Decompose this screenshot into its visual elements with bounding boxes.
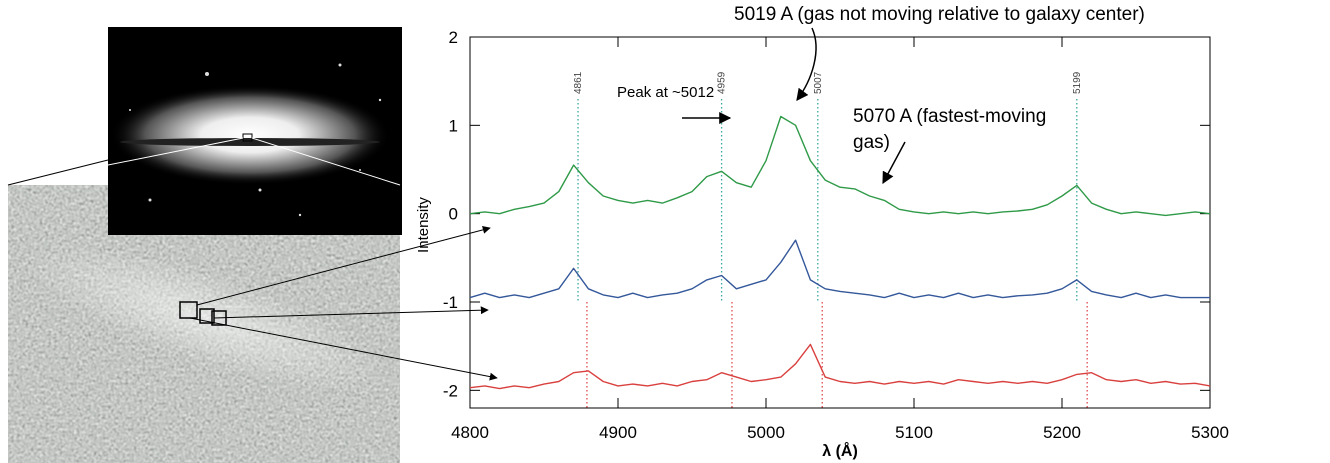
zoom-line bbox=[7, 137, 244, 186]
y-axis-label: Intensity bbox=[415, 197, 432, 253]
y-tick-label: -2 bbox=[443, 381, 458, 400]
x-tick-label: 5000 bbox=[747, 423, 785, 442]
zoom-line bbox=[251, 137, 401, 186]
x-tick-label: 5300 bbox=[1191, 423, 1229, 442]
x-tick-label: 5200 bbox=[1043, 423, 1081, 442]
galaxy-bulge bbox=[110, 85, 390, 185]
annotation: 5070 A (fastest-moving gas) bbox=[853, 106, 1047, 153]
region-box bbox=[179, 301, 198, 319]
y-tick-label: 1 bbox=[449, 116, 458, 135]
annotation: 5019 A (gas not moving relative to galax… bbox=[734, 4, 1145, 25]
stars bbox=[129, 63, 382, 217]
zoom-line bbox=[7, 159, 109, 186]
annotation-box: 5070 A (fastest-moving gas) bbox=[853, 106, 1047, 153]
plot: 4800 4900 5000 5100 5200 5300 -2 -1 0 1 2 4861 4959 5… bbox=[443, 28, 1229, 442]
annotation-arrow bbox=[882, 141, 906, 185]
reference-label: 4861 bbox=[573, 71, 584, 94]
galaxy-dust-lane bbox=[120, 138, 380, 146]
spectrum-line bbox=[469, 115, 1211, 217]
spectrum-line bbox=[469, 239, 1210, 299]
x-tick-label: 5100 bbox=[895, 423, 933, 442]
x-tick-label: 4800 bbox=[451, 423, 489, 442]
y-tick-label: 0 bbox=[449, 205, 458, 224]
zoom-glow bbox=[23, 245, 387, 391]
plot-frame bbox=[469, 36, 1211, 409]
y-tick-label: -1 bbox=[443, 293, 458, 312]
galaxy-images bbox=[7, 27, 498, 463]
x-tick-label: 4900 bbox=[599, 423, 637, 442]
region-box bbox=[199, 308, 215, 324]
reference-label: 5199 bbox=[1072, 71, 1083, 94]
galaxy-box bbox=[242, 133, 253, 142]
spectrum-line bbox=[469, 343, 1211, 390]
reference-label: 4959 bbox=[717, 71, 728, 94]
y-tick-label: 2 bbox=[449, 28, 458, 47]
region-arrow bbox=[213, 306, 489, 319]
annotation-arrow bbox=[796, 27, 817, 101]
x-axis-label: λ (Å) bbox=[822, 441, 858, 460]
region-arrow bbox=[196, 225, 491, 306]
annotation: Peak at ~5012 bbox=[617, 84, 714, 101]
reference-label: 5007 bbox=[813, 71, 824, 94]
region-arrow bbox=[189, 317, 498, 381]
